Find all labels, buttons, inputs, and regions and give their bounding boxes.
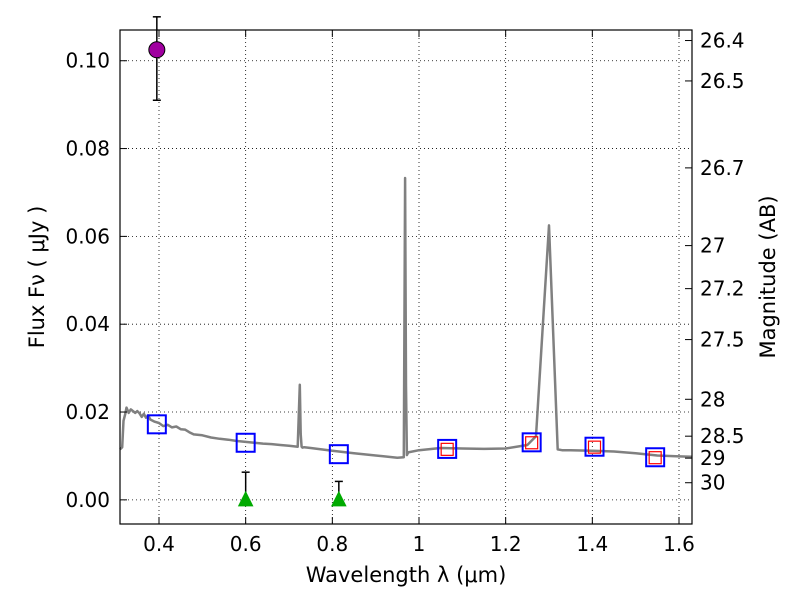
magnitude-tick-label: 27 [700,234,725,258]
magnitude-tick-label: 27.2 [700,277,745,301]
x-tick-label: 1 [413,532,426,556]
x-axis-label: Wavelength λ (μm) [306,563,507,587]
y-tick-label: 0.10 [65,49,110,73]
magnitude-tick-label: 26.4 [700,29,745,53]
observed-photometry-point [440,442,454,456]
grid [120,30,692,524]
upper-limit-point [331,490,347,507]
magnitude-tick-label: 28.5 [700,424,745,448]
x-tick-label: 1.2 [490,532,522,556]
detection-point [148,41,166,59]
magnitude-tick-label: 30 [700,471,725,495]
model-photometry-point [521,432,542,453]
y-tick-label: 0.08 [65,137,110,161]
x-tick-label: 0.4 [143,532,175,556]
y-axis-label: Flux Fν ( μJy ) [25,206,49,349]
model-photometry-point [584,436,605,457]
y-tick-label: 0.00 [65,488,110,512]
model-photometry-point [437,438,458,459]
model-photometry-point [235,432,256,453]
spectrum-line [119,176,693,459]
upper-limit-point [237,490,254,507]
y-tick-label: 0.02 [65,400,110,424]
model-photometry-point [645,447,666,468]
x-tick-label: 1.4 [576,532,608,556]
x-tick-label: 0.6 [230,532,262,556]
observed-photometry-point [648,451,662,465]
model-photometry-point [146,414,167,435]
magnitude-tick-label: 26.7 [700,156,745,180]
data-markers [146,16,666,507]
magnitude-tick-label: 29 [700,446,725,470]
ticks: 0.4 0.6 0.8 1 1.2 1.4 1.6 0.00 0.02 0.04 0.06 0.08 0… [65,29,744,556]
y-tick-label: 0.06 [65,224,110,248]
magnitude-tick-label: 26.5 [700,69,745,93]
model-photometry-point [328,444,349,465]
x-tick-label: 0.8 [316,532,348,556]
x-tick-label: 1.6 [663,532,695,556]
magnitude-tick-label: 28 [700,387,725,411]
observed-photometry-point [525,436,539,450]
observed-photometry-point [587,440,602,454]
plot-frame [119,29,693,525]
y-tick-label: 0.04 [65,312,110,336]
magnitude-tick-label: 27.5 [700,328,745,352]
magnitude-axis-label: Magnitude (AB) [756,195,780,358]
model-spectrum [119,176,693,459]
